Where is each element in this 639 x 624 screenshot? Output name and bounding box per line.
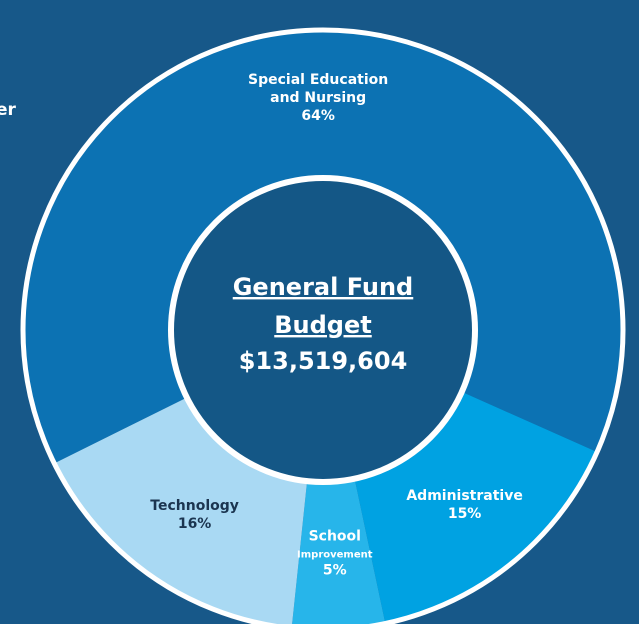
center-circle [168,175,478,485]
slice-label: Special Education [248,72,388,88]
side-text: er [0,100,17,120]
slice-label: and Nursing [270,90,366,106]
slice-label: Technology [150,498,239,514]
outer-border [20,27,626,624]
slice-label: Administrative [406,488,523,504]
slice-label: Improvement [297,550,373,561]
slice-label: School [309,529,361,545]
slice-value-label: 5% [323,563,347,579]
center-title: General Fund [233,273,414,301]
slice-value-label: 15% [448,506,482,522]
slice-value-label: 64% [301,108,335,124]
center-title: Budget [274,311,372,339]
slice-value-label: 16% [178,516,212,532]
center-value: $13,519,604 [239,347,408,375]
